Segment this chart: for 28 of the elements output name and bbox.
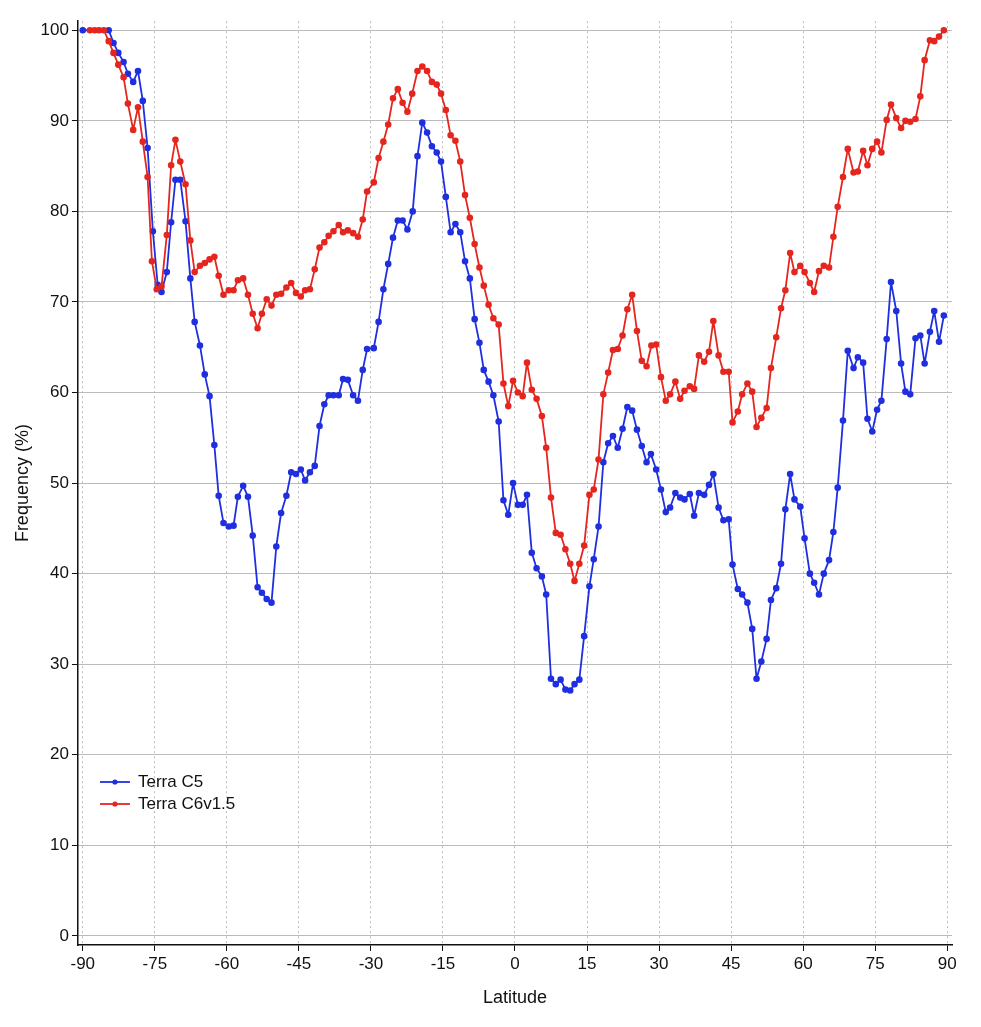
x-tick-label: -30 — [358, 953, 384, 973]
x-tick-label: 90 — [937, 953, 957, 973]
x-axis-title: Latitude — [482, 987, 548, 1008]
y-tick-label: 100 — [40, 19, 69, 39]
y-tick-label: 60 — [50, 382, 69, 402]
y-tick-label: 20 — [50, 744, 69, 764]
y-tick-label: 10 — [50, 835, 69, 855]
x-tick-label: -15 — [430, 953, 456, 973]
legend-label: Terra C6v1.5 — [137, 793, 236, 813]
y-tick-label: 40 — [50, 563, 69, 583]
x-tick-label: 0 — [510, 953, 520, 973]
x-tick-label: 60 — [793, 953, 813, 973]
x-tick-label: 30 — [649, 953, 669, 973]
x-tick-label: -75 — [142, 953, 168, 973]
x-tick-label: -45 — [286, 953, 312, 973]
y-tick-label: 50 — [50, 472, 69, 492]
x-tick-label: 45 — [721, 953, 741, 973]
legend-label: Terra C5 — [137, 771, 204, 791]
y-tick-label: 0 — [59, 925, 69, 945]
x-tick-label: -90 — [70, 953, 96, 973]
y-axis-title: Frequency (%) — [11, 424, 32, 543]
x-tick-label: -60 — [214, 953, 240, 973]
y-tick-label: 90 — [50, 110, 69, 130]
y-tick-label: 30 — [50, 653, 69, 673]
x-tick-label: 75 — [865, 953, 885, 973]
y-tick-label: 80 — [50, 201, 69, 221]
x-tick-label: 15 — [577, 953, 597, 973]
y-tick-label: 70 — [50, 291, 69, 311]
